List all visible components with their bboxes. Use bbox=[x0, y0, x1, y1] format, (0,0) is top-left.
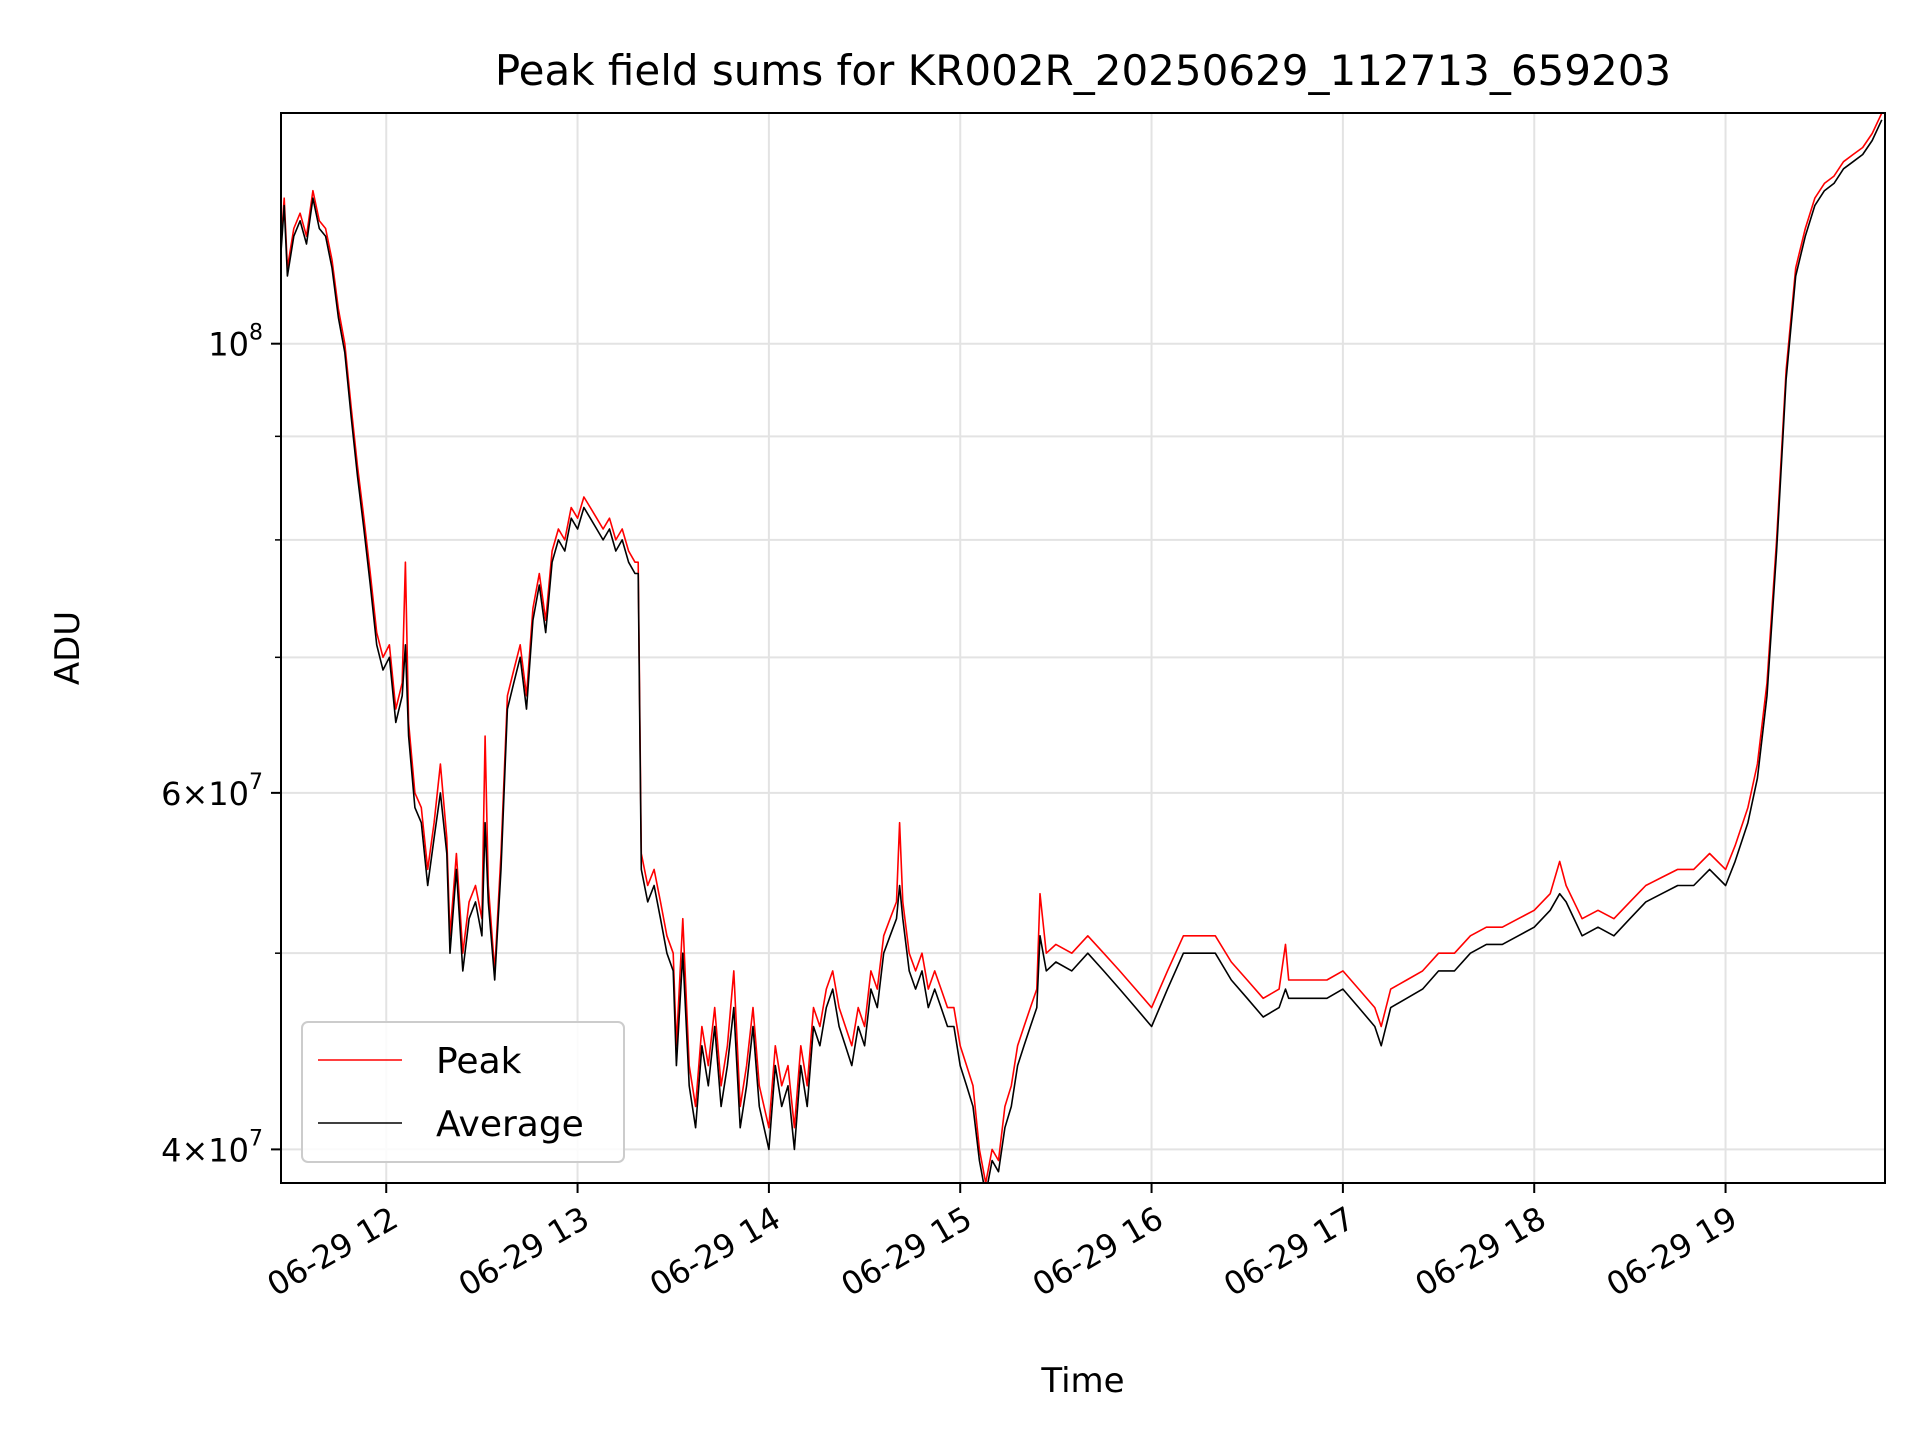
legend-box bbox=[301, 1021, 625, 1163]
y-axis-label: ADU bbox=[48, 611, 88, 685]
legend-label-average: Average bbox=[436, 1104, 584, 1145]
y-tick-base: 6×10 bbox=[161, 775, 249, 813]
x-axis-label: Time bbox=[1040, 1361, 1124, 1401]
y-tick-exponent: 8 bbox=[249, 321, 263, 346]
legend: Peak Average bbox=[301, 1021, 625, 1163]
series-line-peak bbox=[281, 113, 1883, 1183]
y-tick-exponent: 7 bbox=[249, 770, 263, 795]
y-tick-base: 4×10 bbox=[161, 1131, 249, 1169]
y-tick-label: 6×107 bbox=[161, 770, 263, 813]
grid-lines bbox=[281, 113, 1885, 1183]
chart-title: Peak field sums for KR002R_20250629_1127… bbox=[495, 46, 1671, 95]
plot-frame bbox=[280, 112, 1886, 1184]
legend-label-peak: Peak bbox=[436, 1041, 522, 1082]
series-lines bbox=[281, 113, 1883, 1183]
y-tick-base: 10 bbox=[208, 326, 249, 364]
y-tick-label: 108 bbox=[208, 321, 263, 364]
y-tick-label: 4×107 bbox=[161, 1126, 263, 1169]
series-line-average bbox=[281, 119, 1883, 1183]
y-tick-exponent: 7 bbox=[249, 1126, 263, 1151]
